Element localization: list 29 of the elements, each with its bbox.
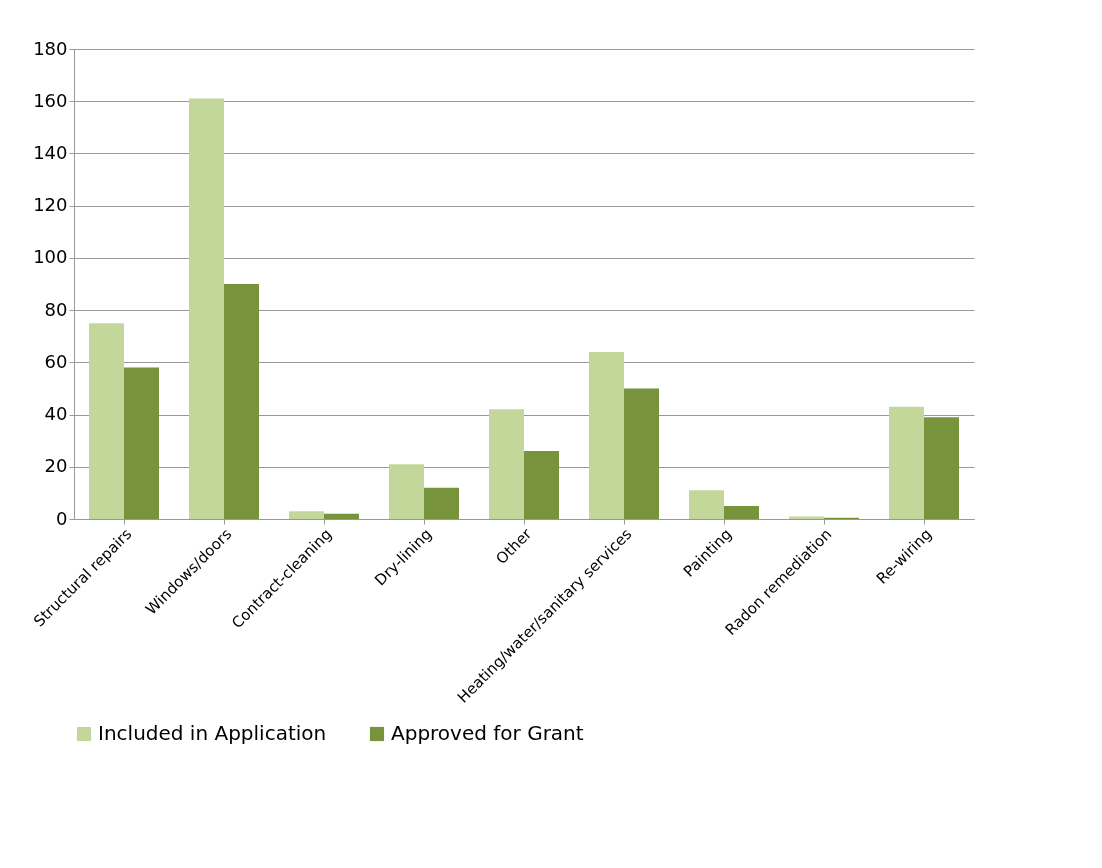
y-tick-label: 40 [44,403,68,425]
y-tick-label: 100 [33,246,68,268]
bar [889,406,924,519]
y-tick-label: 0 [56,507,68,529]
bar [189,98,224,519]
bar [589,351,624,519]
bar [289,511,324,519]
y-tick-label: 20 [44,455,68,477]
bar [424,487,459,519]
bar [689,490,724,519]
bar [389,464,424,519]
bar [789,516,824,519]
y-tick-label: 160 [33,89,68,111]
y-tick-label: 140 [33,141,68,163]
y-tick-label: 120 [33,194,68,216]
bar [524,451,559,519]
legend-label: Included in Application [98,721,327,745]
bar [224,284,259,519]
bar [124,367,159,519]
bar [924,417,959,519]
y-tick-label: 60 [44,350,68,372]
bar [624,388,659,519]
y-tick-label: 180 [33,37,68,59]
bar [324,513,359,519]
bar [489,409,524,519]
bar [724,505,759,519]
bar [89,323,124,519]
y-tick-label: 80 [44,298,68,320]
legend-label: Approved for Grant [391,721,584,745]
